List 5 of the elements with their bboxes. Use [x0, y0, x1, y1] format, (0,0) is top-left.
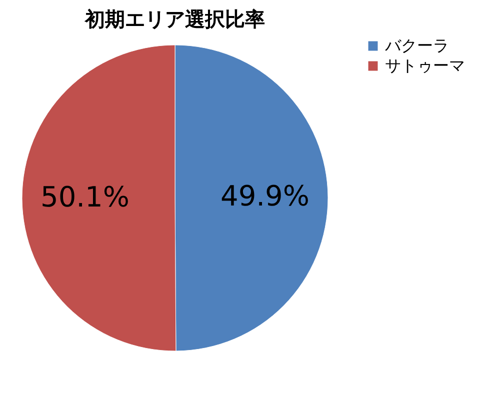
chart-title: 初期エリア選択比率 [84, 7, 265, 31]
data-label: 49.9% [220, 180, 310, 213]
legend-label: バクーラ [384, 36, 449, 55]
legend-label: サトゥーマ [385, 56, 465, 75]
data-label: 50.1% [40, 180, 130, 214]
